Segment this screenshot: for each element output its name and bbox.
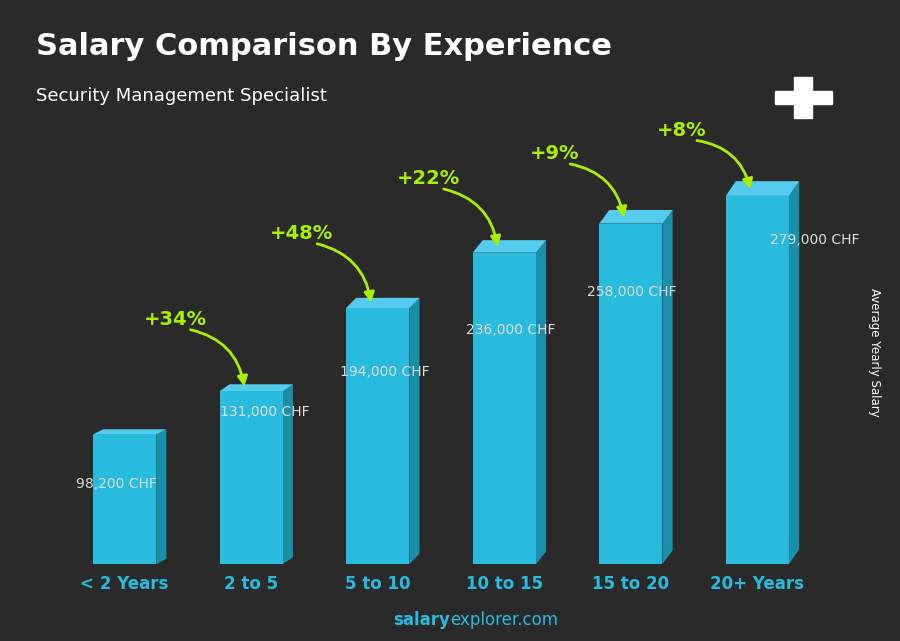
Polygon shape [662,210,672,564]
Polygon shape [789,181,799,564]
Text: +22%: +22% [397,169,460,188]
Text: +48%: +48% [270,224,333,243]
Text: +8%: +8% [657,121,706,140]
Polygon shape [283,385,293,564]
Text: explorer.com: explorer.com [450,612,558,629]
Bar [220,391,283,564]
Polygon shape [410,298,419,564]
Text: 279,000 CHF: 279,000 CHF [770,233,860,247]
Polygon shape [346,298,419,308]
Bar [346,308,410,564]
Text: Salary Comparison By Experience: Salary Comparison By Experience [36,32,612,61]
Bar [93,435,157,564]
Polygon shape [725,181,799,196]
Polygon shape [220,385,292,391]
Text: Security Management Specialist: Security Management Specialist [36,87,327,104]
Bar [725,196,789,564]
Bar [472,253,536,564]
Text: salary: salary [393,612,450,629]
Bar [795,78,812,118]
Text: +34%: +34% [144,310,207,329]
Text: +9%: +9% [530,144,580,163]
Text: 98,200 CHF: 98,200 CHF [76,477,158,491]
Polygon shape [93,429,166,435]
Bar [775,92,832,104]
Text: 194,000 CHF: 194,000 CHF [340,365,429,379]
Polygon shape [157,429,166,564]
Text: 131,000 CHF: 131,000 CHF [220,405,309,419]
Bar [599,224,662,564]
Polygon shape [472,240,546,253]
Text: 236,000 CHF: 236,000 CHF [466,324,556,338]
Text: 258,000 CHF: 258,000 CHF [587,285,676,299]
Text: Average Yearly Salary: Average Yearly Salary [868,288,881,417]
Polygon shape [599,210,672,224]
Polygon shape [536,240,546,564]
